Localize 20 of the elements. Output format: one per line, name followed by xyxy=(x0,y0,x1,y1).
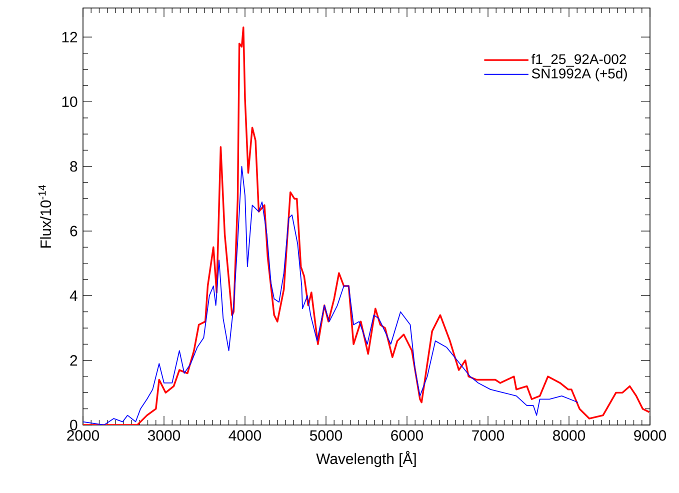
x-tick-label: 9000 xyxy=(634,430,666,441)
x-tick-label: 7000 xyxy=(472,430,504,441)
x-axis-title: Wavelength [Å] xyxy=(316,450,416,468)
line-series xyxy=(83,166,578,425)
x-tick-label: 5000 xyxy=(310,430,342,441)
x-tick-label: 2000 xyxy=(67,430,100,441)
y-tick-label: 4 xyxy=(70,290,78,301)
x-tick-label: 3000 xyxy=(148,430,180,441)
legend-label: SN1992A (+5d) xyxy=(532,68,627,82)
x-tick-label: 8000 xyxy=(553,430,586,441)
legend-label: f1_25_92A-002 xyxy=(531,54,626,67)
y-tick-label: 10 xyxy=(62,96,78,108)
y-tick-label: 8 xyxy=(70,161,78,172)
x-tick-label: 4000 xyxy=(228,430,262,441)
x-tick-label: 6000 xyxy=(391,430,424,441)
y-tick-label: 2 xyxy=(70,355,78,366)
y-tick-label: 6 xyxy=(70,226,78,236)
y-tick-label: 0 xyxy=(70,420,78,430)
y-tick-label: 12 xyxy=(62,32,78,42)
y-axis-title: Flux/10$^{-14}$ xyxy=(38,185,52,248)
